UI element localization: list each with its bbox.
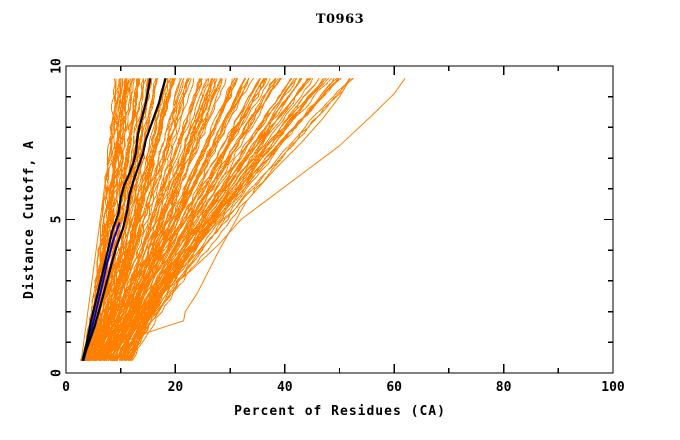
x-tick-label: 0: [62, 380, 70, 395]
x-tick-label: 60: [386, 380, 402, 395]
x-tick-label: 80: [496, 380, 512, 395]
tick-labels-layer: 0 20 40 60 80 100 0 5 10: [50, 58, 625, 395]
y-tick-label: 5: [50, 216, 65, 224]
chart-title: T0963: [315, 12, 365, 27]
y-tick-label: 0: [50, 369, 65, 377]
x-axis-label: Percent of Residues (CA): [234, 404, 446, 419]
axis-frame-layer: [65, 65, 614, 374]
data-curves-layer: [79, 77, 406, 362]
x-tick-label: 40: [277, 380, 293, 395]
x-tick-label: 100: [601, 380, 625, 395]
y-tick-label: 10: [50, 58, 65, 74]
x-tick-label: 20: [168, 380, 184, 395]
